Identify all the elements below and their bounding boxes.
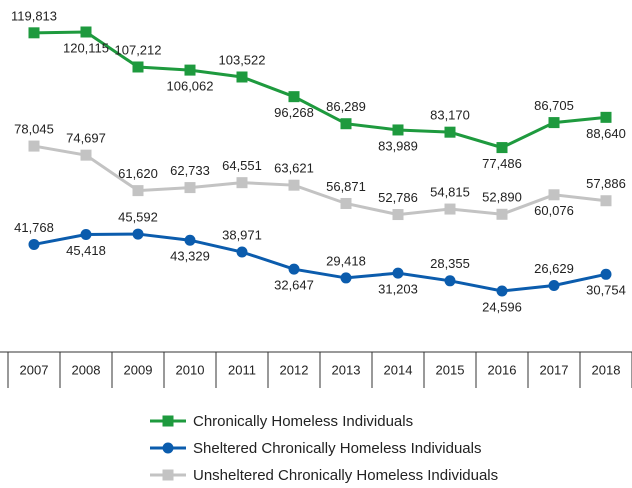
point [288, 263, 300, 275]
point [236, 177, 248, 189]
data-label: 38,971 [222, 227, 262, 242]
point [288, 91, 300, 103]
point [548, 279, 560, 291]
point [132, 228, 144, 240]
data-label: 60,076 [534, 203, 574, 218]
data-label: 106,062 [167, 79, 214, 94]
data-label: 56,871 [326, 179, 366, 194]
point [444, 126, 456, 138]
data-label: 86,705 [534, 98, 574, 113]
data-label: 32,647 [274, 278, 314, 293]
series-line [33, 144, 607, 217]
point [444, 275, 456, 287]
legend-label: Chronically Homeless Individuals [193, 413, 413, 430]
data-label: 31,203 [378, 282, 418, 297]
point [340, 118, 352, 130]
x-tick-label: 2018 [592, 362, 621, 377]
point [392, 124, 404, 136]
data-label: 83,989 [378, 138, 418, 153]
point [600, 111, 612, 123]
x-tick-label: 2012 [280, 362, 309, 377]
point [132, 185, 144, 197]
data-label: 52,890 [482, 190, 522, 205]
point [548, 189, 560, 201]
data-label: 29,418 [326, 253, 366, 268]
legend-marker [162, 415, 174, 427]
point [340, 197, 352, 209]
data-label: 26,629 [534, 261, 574, 276]
data-label: 54,815 [430, 184, 470, 199]
point [236, 71, 248, 83]
point [132, 61, 144, 73]
data-label: 107,212 [115, 42, 162, 57]
point [80, 26, 92, 38]
x-tick-label: 2016 [488, 362, 517, 377]
point [600, 268, 612, 280]
x-tick-label: 2008 [72, 362, 101, 377]
point [392, 267, 404, 279]
series-line [33, 30, 607, 150]
data-label: 43,329 [170, 249, 210, 264]
data-label: 96,268 [274, 105, 314, 120]
data-label: 62,733 [170, 163, 210, 178]
x-tick-label: 2011 [228, 362, 256, 377]
data-label: 52,786 [378, 190, 418, 205]
point [28, 140, 40, 152]
point [444, 203, 456, 215]
point [600, 195, 612, 207]
data-label: 30,754 [586, 283, 626, 298]
point [496, 208, 508, 220]
data-label: 83,170 [430, 108, 470, 123]
point [288, 179, 300, 191]
legend-label: Sheltered Chronically Homeless Individua… [193, 440, 481, 457]
data-label: 45,592 [118, 210, 158, 225]
data-label: 88,640 [586, 126, 626, 141]
point [80, 229, 92, 241]
point [392, 209, 404, 221]
data-label: 64,551 [222, 158, 262, 173]
data-label: 24,596 [482, 299, 522, 314]
x-tick-label: 2014 [384, 362, 413, 377]
legend-marker [162, 469, 174, 481]
data-label: 120,115 [63, 40, 109, 55]
data-label: 57,886 [586, 176, 626, 191]
series-line [33, 232, 607, 293]
point [496, 285, 508, 297]
point [236, 246, 248, 258]
data-label: 28,355 [430, 256, 470, 271]
legend-marker [162, 442, 174, 454]
data-label: 74,697 [66, 131, 106, 146]
data-label: 45,418 [66, 243, 106, 258]
point [340, 272, 352, 284]
data-label: 41,768 [14, 220, 54, 235]
legend-label: Unsheltered Chronically Homeless Individ… [193, 467, 498, 484]
point [184, 64, 196, 76]
point [548, 117, 560, 129]
point [184, 234, 196, 246]
data-label: 63,621 [274, 161, 314, 176]
x-tick-label: 2009 [124, 362, 153, 377]
point [28, 27, 40, 39]
point [28, 238, 40, 250]
point [80, 149, 92, 161]
data-label: 77,486 [482, 156, 522, 171]
point [184, 182, 196, 194]
data-label: 86,289 [326, 99, 366, 114]
data-label: 119,813 [11, 8, 57, 23]
x-tick-label: 2010 [176, 362, 205, 377]
x-tick-label: 2017 [540, 362, 569, 377]
data-label: 103,522 [219, 52, 266, 67]
data-label: 78,045 [14, 122, 54, 137]
point [496, 142, 508, 154]
x-tick-label: 2015 [436, 362, 465, 377]
data-label: 61,620 [118, 166, 158, 181]
x-tick-label: 2013 [332, 362, 361, 377]
x-tick-label: 2007 [20, 362, 49, 377]
